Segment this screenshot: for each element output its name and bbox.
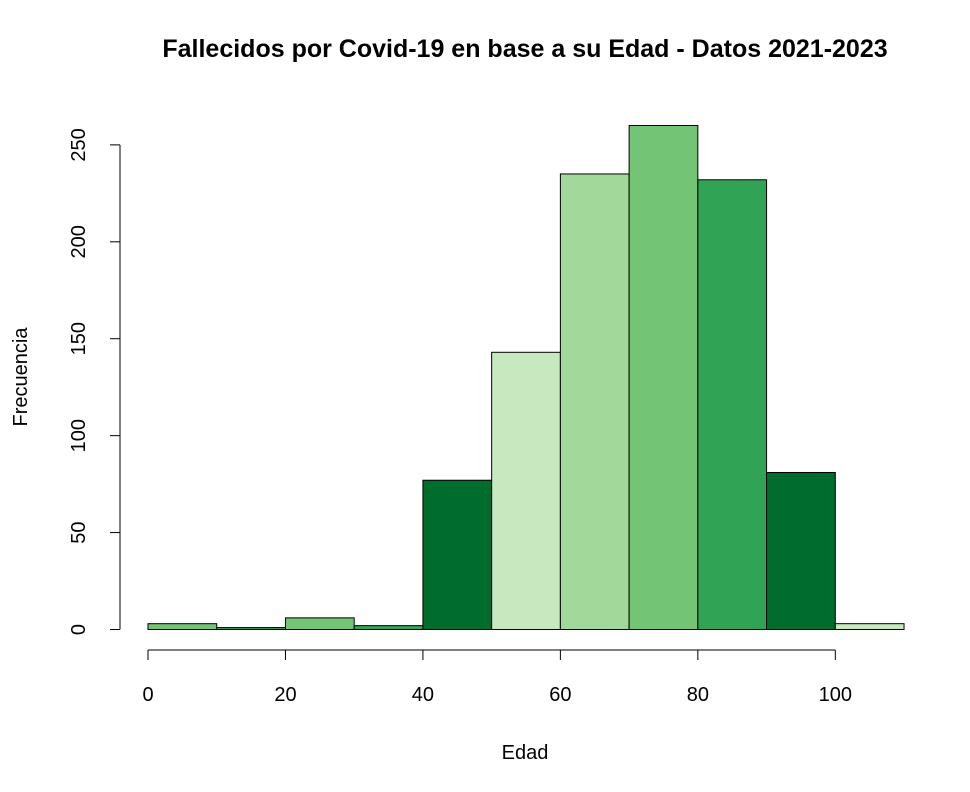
bar-70-80 [628,124,699,631]
x-tick-label-40: 40 [412,684,434,706]
bar-30-40 [353,625,424,630]
y-tick-label-150: 150 [68,322,90,355]
y-tick-label-50: 50 [68,521,90,543]
bar-10-20 [216,627,286,631]
y-axis: 0 50 100 150 200 250 [68,128,121,635]
x-axis: 0 20 40 60 80 100 [142,649,852,706]
bar-20-30 [284,617,355,631]
x-tick-label-80: 80 [687,684,709,706]
chart-title: Fallecidos por Covid-19 en base a su Eda… [162,35,887,63]
bar-80-90 [697,179,768,630]
bar-40-50 [422,479,493,630]
bar-100-110 [834,623,905,631]
y-tick-label-200: 200 [68,225,90,258]
x-tick-label-0: 0 [142,684,153,706]
bar-90-100 [766,471,836,630]
y-tick-label-100: 100 [68,419,90,452]
x-tick-label-20: 20 [274,684,296,706]
x-tick-label-60: 60 [549,684,571,706]
x-tick-label-100: 100 [819,684,852,706]
y-axis-label: Frecuencia [10,327,32,427]
x-axis-label: Edad [502,742,549,764]
bar-60-70 [559,173,630,630]
bar-50-60 [491,351,561,630]
bar-0-10 [147,623,218,631]
y-tick-label-250: 250 [68,128,90,161]
bars-group [147,124,905,631]
y-tick-label-0: 0 [68,624,90,635]
